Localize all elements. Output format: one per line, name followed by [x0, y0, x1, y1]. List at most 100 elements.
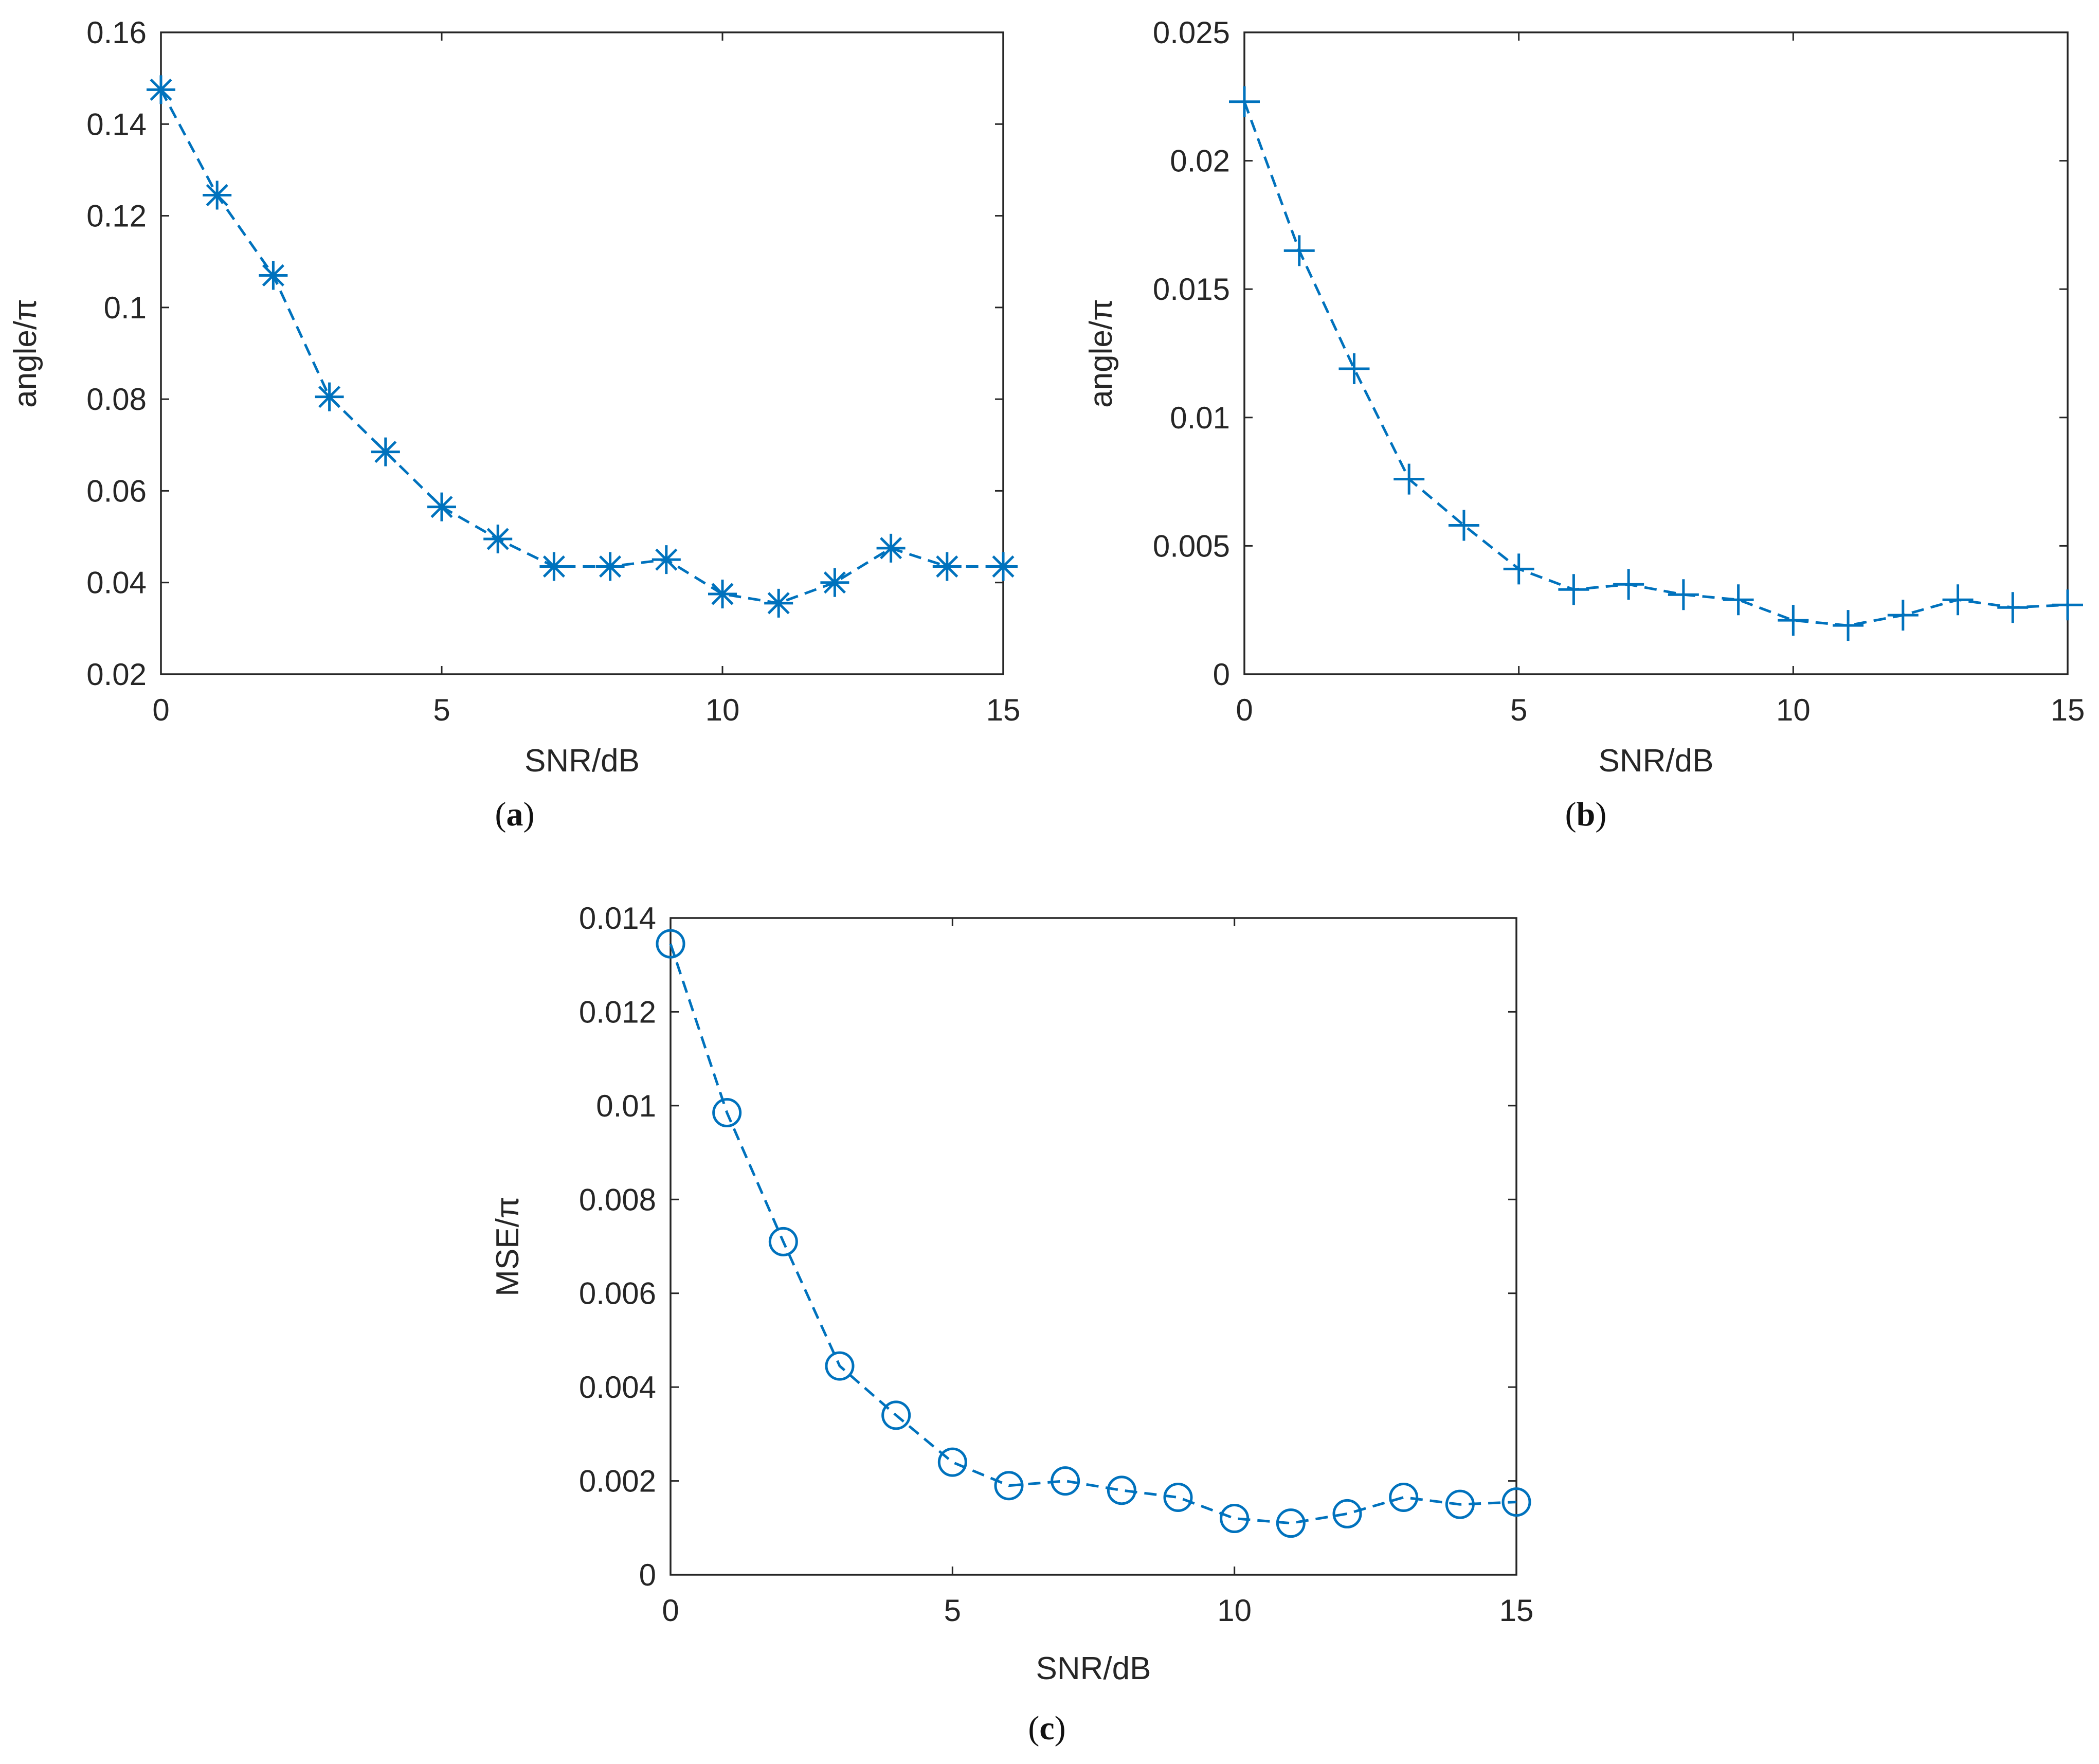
y-tick-label: 0.025	[1153, 15, 1230, 50]
data-point	[876, 533, 906, 563]
chart-panel-c: 0 5 10 15 0 0.002 0.004 0.006 0.008 0.01 0.012 0.01…	[490, 901, 1533, 1747]
panel-caption: (b)	[1565, 796, 1607, 833]
data-point	[768, 1227, 798, 1256]
y-tick-label: 0.006	[579, 1276, 656, 1311]
data-point	[2052, 589, 2083, 621]
y-tick-label: 0.008	[579, 1182, 656, 1217]
y-tick-label: 0.004	[579, 1370, 656, 1405]
x-tick-label: 10	[1776, 693, 1811, 727]
y-tick-label: 0.012	[579, 995, 656, 1029]
axes-box	[669, 917, 1517, 1576]
axes-box	[1243, 31, 2069, 675]
x-tick-label: 10	[705, 693, 740, 727]
y-tick-label: 0.02	[86, 657, 147, 692]
data-point	[1163, 1482, 1193, 1512]
data-point	[656, 929, 685, 959]
y-tick-label: 0	[639, 1558, 656, 1592]
data-point	[989, 552, 1018, 581]
data-point	[1107, 1475, 1136, 1505]
data-point	[1503, 553, 1534, 585]
data-point	[595, 552, 625, 581]
panel-caption: (a)	[495, 796, 535, 833]
data-point	[1051, 1466, 1080, 1496]
y-tick-label: 0.002	[579, 1464, 656, 1499]
data-point	[1558, 574, 1589, 605]
data-point	[820, 568, 849, 597]
data-point	[1942, 584, 1974, 616]
series-line	[669, 943, 1517, 1525]
series-line	[1243, 101, 2068, 627]
y-tick-label: 0.04	[86, 566, 147, 600]
data-point	[1229, 86, 1260, 117]
y-tick-label: 0.06	[86, 474, 147, 508]
data-point	[881, 1400, 911, 1430]
y-tick-label: 0.01	[596, 1089, 656, 1123]
x-tick-label: 0	[662, 1593, 679, 1628]
x-tick-label: 5	[944, 1593, 961, 1628]
axes-box	[160, 31, 1004, 675]
data-point	[712, 1098, 742, 1128]
data-point	[1613, 569, 1644, 600]
data-point	[1394, 463, 1425, 495]
data-point	[1283, 235, 1315, 266]
data-point	[1448, 510, 1479, 541]
x-axis-label: SNR/dB	[1036, 1651, 1151, 1686]
x-axis-label: SNR/dB	[1599, 743, 1714, 779]
data-point	[259, 261, 288, 290]
data-point	[932, 552, 962, 581]
data-point	[764, 588, 793, 618]
panel-caption: (c)	[1028, 1709, 1065, 1747]
x-axis-label: SNR/dB	[524, 743, 640, 779]
x-tick-label: 15	[986, 693, 1021, 727]
y-tick-label: 0	[1213, 657, 1230, 692]
y-tick-label: 0.005	[1153, 529, 1230, 563]
x-tick-label: 0	[152, 693, 169, 727]
data-point	[937, 1447, 967, 1477]
data-point	[652, 545, 681, 574]
data-point	[1723, 584, 1754, 616]
data-point	[708, 580, 737, 608]
x-tick-label: 10	[1217, 1593, 1252, 1628]
data-point	[371, 437, 400, 466]
chart-panel-b: 0 5 10 15 0 0.005 0.01 0.015 0.02 0.025 SNR/dB angl…	[1083, 15, 2085, 833]
data-point	[994, 1471, 1024, 1501]
data-point	[1389, 1482, 1419, 1512]
y-tick-label: 0.12	[86, 199, 147, 233]
data-point	[203, 181, 232, 210]
x-tick-label: 15	[2051, 693, 2085, 727]
data-point	[1778, 605, 1809, 636]
y-tick-label: 0.014	[579, 901, 656, 935]
data-point	[1220, 1504, 1250, 1534]
data-point	[1338, 353, 1370, 384]
data-point	[1445, 1489, 1475, 1519]
y-tick-label: 0.01	[1170, 401, 1230, 435]
data-point	[539, 552, 569, 581]
y-tick-label: 0.02	[1170, 144, 1230, 178]
y-tick-label: 0.1	[104, 291, 147, 325]
data-point	[483, 525, 513, 554]
x-tick-label: 5	[433, 693, 450, 727]
y-axis-label: angle/π	[8, 299, 43, 408]
data-point	[1833, 610, 1864, 641]
data-point	[1997, 592, 2029, 623]
y-tick-label: 0.16	[86, 15, 147, 50]
data-point	[427, 492, 456, 521]
series-line	[159, 89, 1003, 605]
data-point	[1501, 1487, 1531, 1517]
data-point	[315, 382, 344, 411]
data-point	[1276, 1508, 1306, 1538]
data-point	[1332, 1499, 1362, 1528]
y-tick-label: 0.015	[1153, 272, 1230, 307]
data-point	[1887, 600, 1919, 631]
x-tick-label: 5	[1510, 693, 1527, 727]
y-axis-label: angle/π	[1083, 299, 1119, 408]
y-axis-label: MSE/π	[490, 1196, 526, 1296]
y-tick-label: 0.14	[86, 107, 147, 141]
data-point	[825, 1351, 855, 1381]
y-tick-label: 0.08	[86, 382, 147, 417]
chart-panel-a: 0 5 10 15 0.02 0.04 0.06 0.08 0.1 0.12 0.14 0.16 SNR…	[8, 15, 1020, 833]
data-point	[147, 75, 175, 104]
x-tick-label: 0	[1236, 693, 1253, 727]
x-tick-label: 15	[1499, 1593, 1534, 1628]
